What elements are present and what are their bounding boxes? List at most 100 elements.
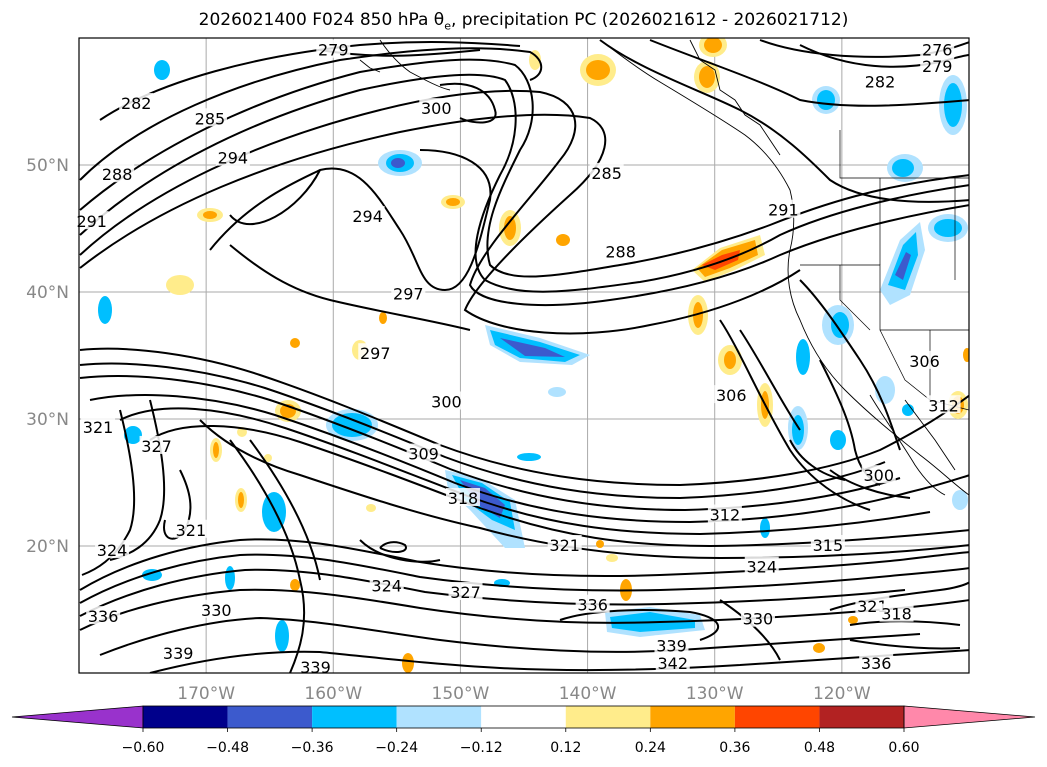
contour-label: 336	[861, 654, 892, 673]
contour-label: 294	[218, 149, 249, 168]
contour-label: 336	[88, 607, 119, 626]
contour-label: 306	[909, 352, 940, 371]
theta-e-contours	[79, 39, 969, 673]
contour-label-bg	[920, 39, 955, 58]
contour-label-bg	[920, 56, 955, 75]
contour-label: 321	[83, 418, 114, 437]
contour-label-bg	[81, 416, 116, 435]
contour-label-bg	[74, 211, 109, 230]
contour-label-bg	[859, 653, 894, 672]
lon-tick-label: 150°W	[432, 684, 490, 704]
contour-label: 285	[195, 109, 226, 128]
contour-label-bg	[926, 395, 961, 414]
contour-label: 300	[431, 392, 462, 411]
contour-label-bg	[95, 540, 130, 559]
contour-label-bg	[707, 504, 742, 523]
contour-label: 279	[318, 41, 349, 60]
contour-label: 342	[657, 654, 688, 673]
contour-label-bg	[429, 391, 464, 410]
contour-label-bg	[861, 465, 896, 484]
contour-label: 324	[371, 577, 402, 596]
lat-tick-label: 30°N	[26, 410, 69, 430]
contour-label-bg	[391, 283, 426, 302]
contour-label-bg	[86, 606, 121, 625]
contour-label: 291	[768, 201, 799, 220]
contour-label: 318	[881, 605, 912, 624]
contour-label: 324	[97, 541, 128, 560]
contour-label-bg	[119, 93, 154, 112]
contour-label: 282	[865, 72, 896, 91]
contour-label: 309	[408, 445, 439, 464]
contour-label: 276	[922, 41, 953, 60]
latitude-labels: 20°N 30°N 40°N 50°N	[26, 156, 69, 557]
title-prefix: 2026021400 F024 850 hPa θ	[198, 10, 445, 30]
contour-label: 315	[813, 536, 844, 555]
coastlines	[359, 39, 969, 496]
contour-label: 318	[448, 489, 479, 508]
contour-label-bg	[100, 164, 135, 183]
contour-label-bg	[589, 162, 624, 181]
contour-label-bg	[655, 653, 690, 672]
title-subscript: e	[444, 19, 451, 33]
contour-label-bg	[358, 343, 393, 362]
contour-label-bg	[879, 603, 914, 622]
contour-label-bg	[714, 385, 749, 404]
lon-tick-label: 120°W	[813, 684, 871, 704]
contour-label-bg	[603, 241, 638, 260]
contour-label: 279	[922, 57, 953, 76]
contour-label-bg	[215, 147, 250, 166]
contour-label-bg	[369, 575, 404, 594]
lat-tick-label: 40°N	[26, 283, 69, 303]
contour-label: 339	[656, 636, 687, 655]
contour-label-bg	[766, 199, 801, 218]
contour-label-bg	[863, 71, 897, 90]
lat-tick-label: 20°N	[26, 537, 69, 557]
contour-label-bg	[445, 488, 480, 507]
title-suffix: , precipitation PC (2026021612 - 2026021…	[450, 10, 849, 30]
contour-label: 300	[863, 466, 894, 485]
contour-label: 339	[300, 658, 331, 677]
contour-label-bg	[547, 535, 582, 553]
contour-label: 291	[76, 212, 107, 231]
contour-label: 306	[716, 386, 747, 405]
contour-label: 330	[743, 610, 774, 629]
contour-label-bg	[298, 656, 333, 675]
contour-label-bg	[907, 350, 942, 369]
contour-label: 294	[352, 207, 383, 226]
contour-label: 330	[201, 601, 232, 620]
contour-label: 339	[163, 644, 194, 663]
contour-label-bg	[744, 556, 779, 575]
contour-label: 300	[421, 99, 452, 118]
contour-label: 312	[710, 506, 741, 525]
contour-label-bg	[448, 581, 483, 600]
contour-label-bg	[199, 599, 234, 618]
contour-label: 321	[176, 521, 207, 540]
contour-label-bg	[406, 443, 441, 462]
contour-label-bg	[161, 642, 196, 661]
contour-label: 297	[360, 344, 391, 363]
lon-tick-label: 160°W	[304, 684, 362, 704]
contour-label-bg	[419, 98, 454, 117]
contour-label-bg	[350, 206, 385, 225]
lon-tick-label: 170°W	[177, 684, 235, 704]
contour-label: 312	[928, 396, 959, 415]
contour-label-bg	[740, 608, 775, 627]
contour-label: 285	[591, 164, 622, 183]
contour-label: 321	[549, 536, 580, 555]
contour-label: 282	[121, 94, 152, 113]
contour-label-bg	[192, 108, 227, 127]
contour-label-bg	[316, 39, 351, 58]
contour-label: 327	[141, 437, 172, 456]
lat-tick-label: 50°N	[26, 156, 69, 176]
lon-tick-label: 130°W	[686, 684, 744, 704]
contour-label-bg	[654, 635, 689, 654]
longitude-labels: 170°W 160°W 150°W 140°W 130°W 120°W	[177, 684, 871, 704]
contour-label: 297	[393, 285, 424, 304]
map-border	[78, 37, 970, 674]
contour-label: 324	[746, 558, 777, 577]
contour-label-bg	[173, 519, 208, 538]
contour-label: 288	[102, 165, 133, 184]
contour-label-bg	[139, 435, 174, 454]
